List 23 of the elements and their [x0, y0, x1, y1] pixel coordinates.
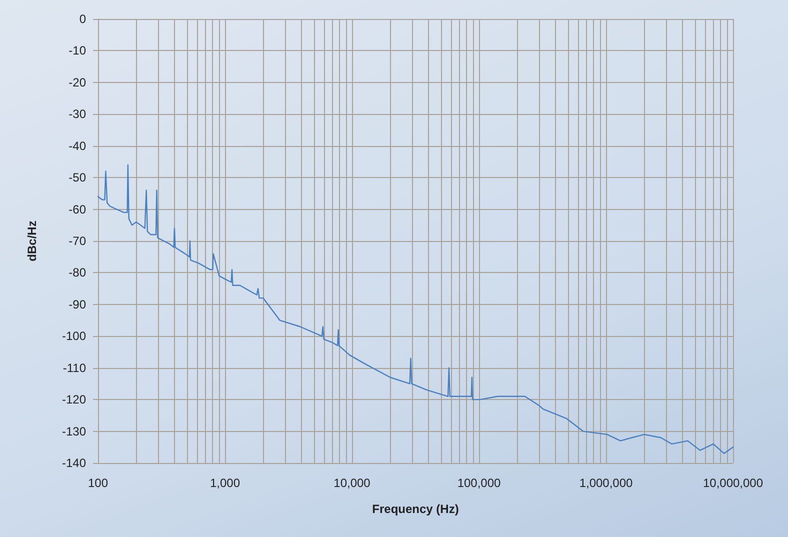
y-tick-label: -140: [62, 456, 86, 470]
x-tick-label: 1,000: [210, 476, 240, 490]
y-tick-label: -20: [68, 75, 86, 90]
y-tick-label: -100: [62, 329, 86, 344]
y-tick-label: -80: [68, 266, 86, 280]
y-tick-label: 0: [79, 12, 86, 26]
y-tick-label: -110: [62, 360, 86, 375]
x-tick-label: 10,000: [334, 476, 371, 490]
y-tick-label: -70: [68, 234, 86, 248]
x-tick-label: 100: [88, 476, 108, 490]
y-tick-label: -50: [68, 170, 86, 185]
x-tick-label: 1,000,000: [579, 476, 634, 490]
y-axis-title: dBc/Hz: [25, 220, 39, 262]
y-tick-label: -130: [62, 424, 86, 438]
x-tick-label: 10,000,000: [702, 476, 764, 490]
y-tick-label: -10: [68, 44, 86, 58]
y-tick-label: -60: [68, 202, 86, 216]
x-axis-title: Frequency (Hz): [372, 502, 459, 516]
x-tick-label: 100,000: [457, 476, 502, 490]
y-tick-label: -90: [68, 297, 86, 312]
y-tick-label: -120: [62, 392, 86, 407]
y-tick-label: -30: [68, 107, 86, 122]
y-tick-label: -40: [68, 138, 86, 153]
